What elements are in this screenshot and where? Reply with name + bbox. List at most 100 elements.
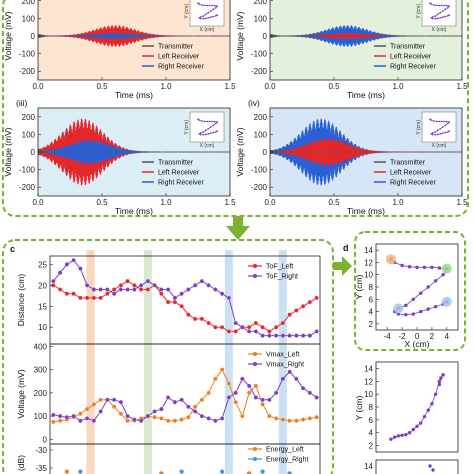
panel-roman-label: (iii) [16,98,27,108]
legend-label-right-receiver: Right Receiver [158,64,205,71]
x-tick-label: 0.5 [96,82,108,91]
trajectory-point [411,427,415,432]
trajectory-point [419,421,423,425]
distance-point [57,287,63,292]
voltage-point [307,390,313,396]
distance-point [152,283,157,288]
trajectory-point [396,434,401,438]
distance-point [186,287,191,292]
distance-point [253,320,259,326]
trajectory-point [426,307,430,311]
inset-trajectory-point [441,10,444,12]
voltage-point [233,399,238,405]
x-axis-label: Time (ms) [347,206,385,216]
distance-point [219,291,225,296]
voltage-point [246,383,252,389]
distance-point [300,304,306,309]
distance-point [219,324,225,330]
legend-marker [253,274,257,278]
voltage-point [199,413,205,419]
inset-trajectory-point [448,120,451,123]
inset-trajectory-point [431,133,434,136]
legend-label-tof_left: ToF_Left [266,264,293,271]
voltage-point [267,413,272,419]
inset-trajectory-point [206,4,208,7]
energy-point [287,471,292,474]
trajectory-point [415,265,419,270]
trajectory-point [433,392,438,396]
y-tick-label: 2 [369,320,374,329]
voltage-point [206,416,211,421]
voltage-point [280,376,286,382]
inset-trajectory-point [199,16,202,18]
y-tick-label: 400 [34,342,48,351]
inset-trajectory-point [209,132,212,135]
voltage-point [213,376,218,382]
y-tick-label: 200 [34,389,48,398]
y-tick-label: 4 [369,429,374,438]
distance-line-1 [53,259,317,337]
distance-point [314,295,319,301]
legend-label-transmitter: Transmitter [158,160,194,167]
panel-roman-label: (iv) [248,98,260,108]
x-tick-label: -2 [399,332,407,341]
distance-point [192,316,198,322]
voltage-point [118,411,124,417]
x-axis-label: Time (ms) [115,90,153,100]
distance-point [300,333,306,338]
distance-point [57,270,63,276]
voltage-point [98,397,103,403]
voltage-point [280,417,286,422]
trajectory-point [441,273,445,277]
inset-trajectory-point [203,4,206,7]
voltage-point [253,395,259,400]
distance-point [91,287,97,292]
inset-trajectory-point [211,4,213,7]
x-tick-label: -4 [384,332,392,341]
voltage-point [300,385,306,391]
energy-point [78,469,83,474]
trajectory-point [411,297,415,301]
voltage-point [240,376,245,382]
distance-point [132,287,137,292]
distance-point [307,299,313,305]
voltage-point [233,390,238,396]
voltage-point [213,418,218,423]
voltage-y-axis-label: Voltage (mV) [16,369,26,418]
inset-trajectory-point [448,4,451,7]
x-tick-label: 0.0 [264,198,276,207]
y-tick-label: -100 [251,166,268,175]
distance-point [118,283,124,288]
inset-trajectory-point [199,133,202,136]
legend-marker [253,457,257,461]
legend-label-tof_right: ToF_Right [266,274,298,281]
y-tick-label: -200 [251,67,268,76]
y-tick-label: 200 [22,113,36,122]
legend-marker [253,352,257,356]
voltage-point [57,413,63,419]
distance-point [260,324,265,330]
distance-point [159,291,164,296]
x-axis-label: Time (ms) [347,90,385,100]
panel-c-frame [2,239,334,474]
inset-x-label: X (cm) [200,143,215,149]
down-arrow [226,216,250,240]
inset-trajectory-point [201,120,203,122]
voltage-point [267,397,272,403]
voltage-point [78,411,83,417]
distance-point [64,291,70,296]
y-tick-label: 8 [369,283,374,292]
inset-trajectory-point [431,16,434,18]
waveform-transmitter [38,150,230,154]
distance-point [179,304,184,309]
distance-point [280,320,286,326]
inset-trajectory-point [213,4,216,7]
voltage-point [57,418,63,423]
x-tick-label: 0.5 [328,198,340,207]
voltage-point [199,397,205,403]
inset-y-label: Y (cm) [416,4,422,19]
y-tick-label: 200 [22,0,36,6]
highlight-band [278,250,287,474]
inset-trajectory-point [444,8,447,11]
voltage-point [111,404,117,410]
